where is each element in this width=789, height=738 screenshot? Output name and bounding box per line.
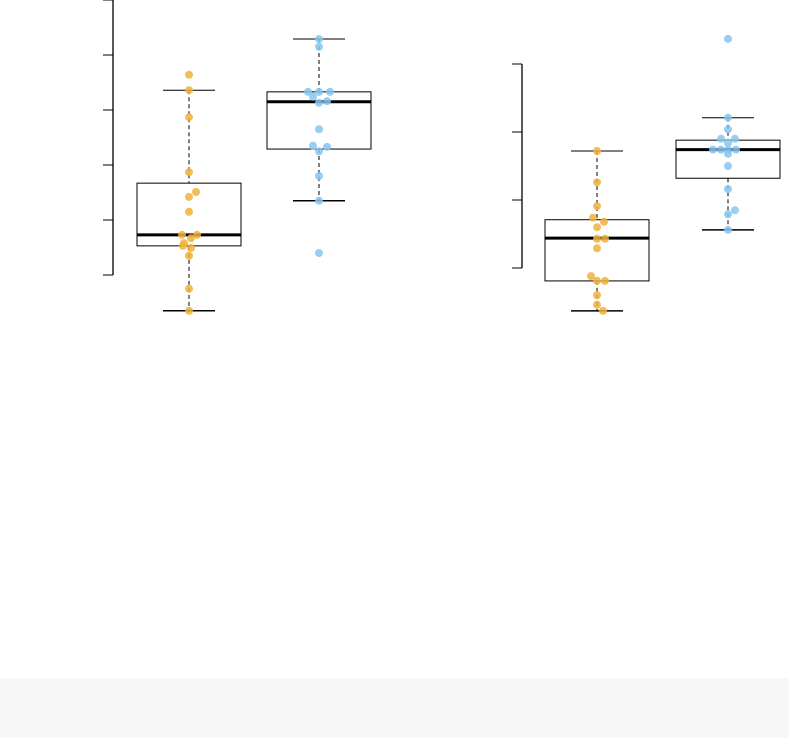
data-point: [309, 92, 317, 101]
data-point: [593, 244, 601, 253]
data-point: [724, 162, 732, 170]
data-point: [323, 142, 331, 151]
data-point: [717, 134, 725, 143]
data-point: [315, 98, 323, 107]
data-point: [593, 147, 601, 156]
data-point: [731, 206, 739, 215]
data-point: [732, 145, 740, 154]
data-point: [599, 306, 607, 315]
data-point: [724, 210, 732, 219]
data-point: [717, 145, 725, 154]
data-point: [315, 147, 323, 156]
data-point: [187, 244, 195, 253]
data-point: [601, 234, 609, 243]
data-point: [185, 192, 193, 201]
data-point: [724, 225, 732, 234]
data-point: [185, 70, 193, 79]
data-point: [315, 196, 323, 205]
data-point: [187, 234, 195, 243]
data-point: [724, 113, 732, 122]
footer-bar: [0, 678, 789, 738]
data-point: [315, 42, 323, 51]
data-point: [304, 87, 312, 96]
data-point: [193, 230, 201, 239]
data-point: [326, 87, 334, 96]
data-point: [185, 168, 193, 177]
data-point: [724, 125, 732, 134]
data-point: [315, 125, 323, 134]
data-point: [709, 145, 717, 154]
data-point: [192, 187, 200, 196]
data-point: [179, 241, 187, 250]
data-point: [185, 113, 193, 122]
data-point: [315, 249, 323, 257]
data-point: [724, 149, 732, 158]
data-point: [185, 207, 193, 216]
data-point: [593, 276, 601, 285]
data-point: [315, 35, 323, 44]
data-point: [323, 97, 331, 106]
data-point: [593, 291, 601, 300]
data-point: [600, 217, 608, 226]
data-point: [593, 223, 601, 232]
data-point: [315, 87, 323, 96]
data-point: [185, 86, 193, 95]
data-point: [593, 202, 601, 211]
data-point: [185, 306, 193, 315]
data-point: [315, 172, 323, 180]
data-point: [178, 230, 186, 239]
data-point: [587, 272, 595, 281]
data-point: [593, 178, 601, 187]
data-point: [185, 251, 193, 260]
box-plot-figure: [103, 0, 781, 315]
data-point: [593, 234, 601, 243]
data-point: [593, 300, 601, 309]
data-point: [724, 185, 732, 194]
data-point: [589, 213, 597, 222]
data-point: [724, 138, 732, 147]
data-point: [309, 141, 317, 150]
data-point: [724, 34, 732, 43]
data-point: [601, 276, 609, 285]
data-point: [185, 284, 193, 293]
data-point: [731, 134, 739, 143]
